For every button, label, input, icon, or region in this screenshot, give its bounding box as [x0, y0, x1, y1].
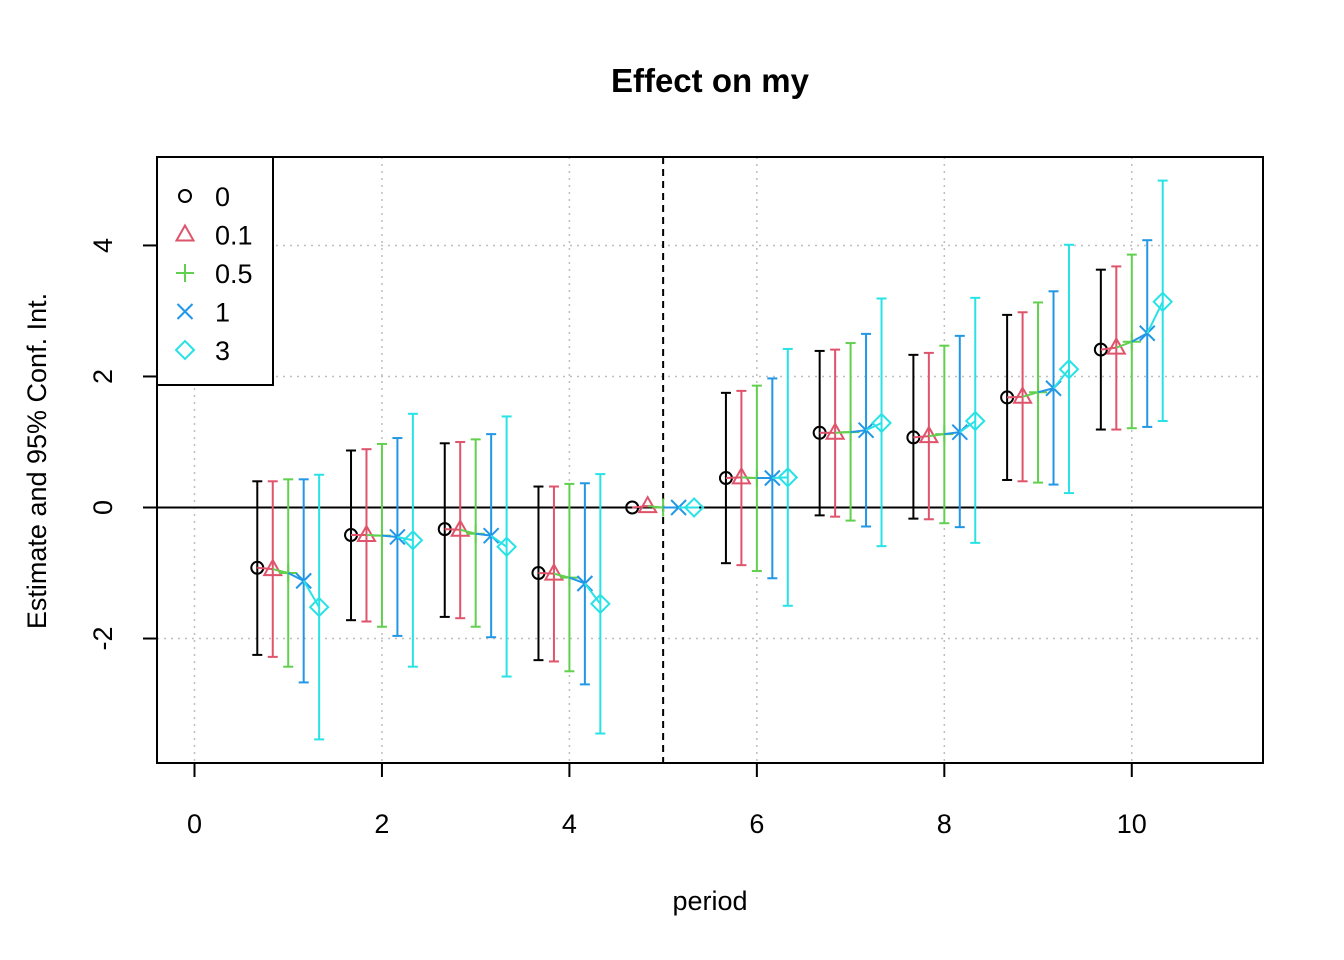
connector-line	[1037, 387, 1054, 394]
point-marker	[1152, 291, 1174, 313]
series-0.1	[257, 265, 1127, 663]
y-tick-label: 4	[88, 238, 118, 253]
error-bar	[1157, 179, 1168, 423]
point-marker	[683, 497, 705, 518]
point-marker	[262, 558, 283, 577]
x-tick-label: 6	[749, 809, 764, 839]
legend-marker	[178, 189, 192, 203]
connector-line	[257, 566, 273, 571]
connector-line	[302, 580, 321, 608]
y-tick-label: 0	[88, 500, 118, 515]
legend-label: 0	[215, 182, 230, 212]
connector-line	[475, 532, 492, 537]
point-marker	[777, 466, 799, 488]
connector-line	[569, 576, 586, 585]
series-layer	[250, 179, 1174, 741]
x-tick-label: 10	[1117, 809, 1147, 839]
legend-item: 1	[176, 298, 230, 328]
legend-label: 0.1	[215, 221, 253, 251]
series-0	[250, 268, 1108, 662]
plot-frame	[156, 156, 1264, 764]
point-marker	[402, 529, 424, 551]
reference-lines	[157, 157, 1263, 763]
point-marker	[356, 523, 377, 543]
connector-line	[444, 528, 461, 531]
connector-line	[913, 435, 929, 439]
point-marker	[637, 495, 658, 514]
error-bar	[314, 473, 325, 741]
x-axis-label: period	[672, 886, 747, 916]
legend-label: 3	[215, 336, 230, 366]
legend-marker	[174, 223, 196, 242]
connector-line	[944, 431, 960, 436]
connector-line	[725, 476, 742, 480]
connector-line	[1052, 368, 1070, 389]
connector-line	[850, 429, 867, 434]
connector-line	[865, 422, 882, 432]
chart-title: Effect on my	[611, 62, 810, 99]
series-0.5	[272, 253, 1141, 673]
point-marker	[308, 596, 330, 618]
connector-line	[490, 534, 508, 548]
legend-item: 3	[174, 336, 230, 366]
point-marker	[1058, 358, 1080, 380]
y-axis-label: Estimate and 95% Conf. Int.	[22, 293, 52, 629]
y-tick-label: 2	[88, 369, 118, 384]
point-marker	[543, 562, 565, 581]
y-tick-label: -2	[88, 627, 118, 651]
error-bar	[720, 391, 731, 565]
x-tick-label: 0	[187, 809, 202, 839]
x-tick-label: 8	[937, 809, 952, 839]
x-tick-label: 2	[374, 809, 389, 839]
error-bar	[1063, 243, 1074, 495]
connector-line	[632, 505, 648, 509]
connector-line	[381, 534, 398, 538]
legend-label: 0.5	[215, 259, 253, 289]
series-1	[287, 239, 1156, 686]
point-marker	[964, 410, 986, 432]
point-marker	[824, 421, 846, 440]
grid	[157, 157, 1263, 763]
legend-marker	[176, 264, 194, 282]
point-marker	[449, 518, 471, 537]
point-marker	[871, 412, 892, 434]
legend-item: 0	[178, 182, 230, 212]
connector-line	[1007, 395, 1023, 399]
series-3	[302, 179, 1174, 741]
connector-line	[1146, 301, 1164, 334]
connector-line	[584, 582, 602, 605]
legend-item: 0.5	[176, 259, 253, 289]
point-marker	[496, 536, 518, 558]
point-marker	[589, 593, 611, 615]
x-tick-label: 4	[562, 809, 577, 839]
legend-label: 1	[215, 298, 230, 328]
point-marker	[731, 466, 752, 485]
connector-line	[959, 420, 976, 433]
legend: 0 0.1 0.5 1 3	[156, 156, 274, 386]
legend-box	[156, 156, 274, 386]
legend-marker	[176, 303, 194, 320]
legend-item: 0.1	[174, 221, 253, 251]
legend-marker	[174, 339, 196, 361]
error-bar	[970, 296, 981, 544]
error-bar	[876, 297, 887, 548]
connector-line	[538, 572, 554, 575]
connector-line	[1100, 346, 1117, 351]
